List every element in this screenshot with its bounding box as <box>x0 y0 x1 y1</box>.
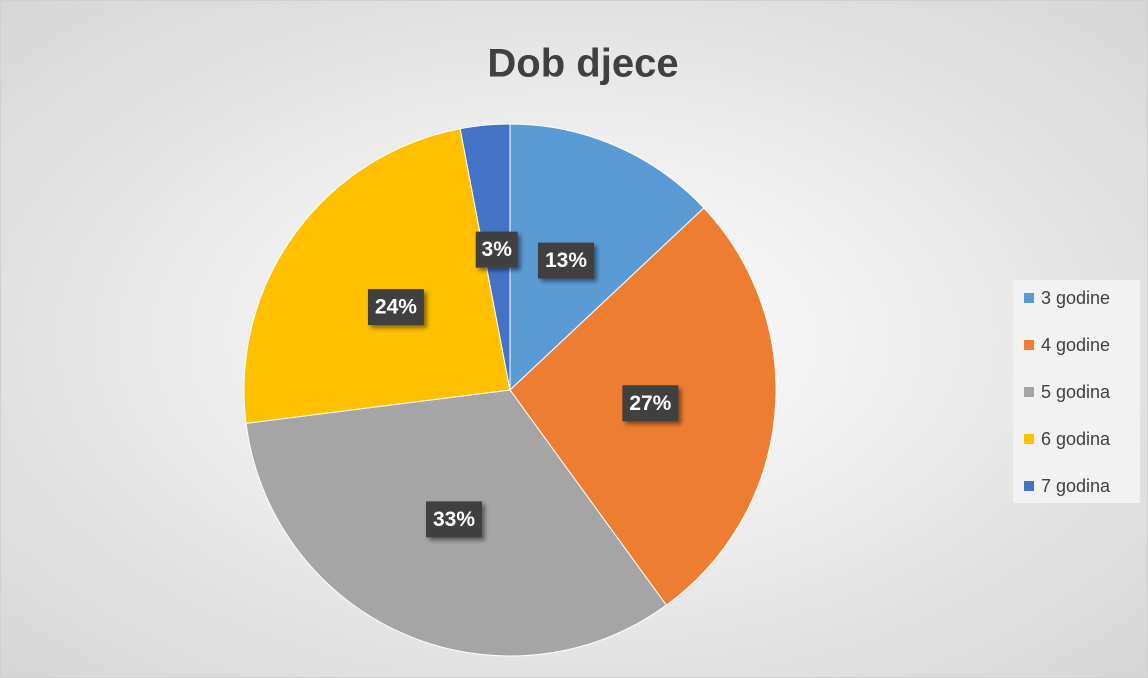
legend-box <box>1013 280 1140 503</box>
legend-swatch <box>1024 481 1034 491</box>
data-label: 13% <box>545 249 587 272</box>
data-label: 24% <box>375 296 417 319</box>
pie-slice <box>509 123 705 392</box>
legend-swatch <box>1024 293 1034 303</box>
legend-swatch <box>1024 340 1034 350</box>
legend-label: 5 godina <box>1041 382 1111 402</box>
data-label-box <box>475 231 518 268</box>
data-label-box <box>622 385 679 422</box>
data-label: 3% <box>482 238 513 261</box>
legend-label: 6 godina <box>1041 429 1111 449</box>
legend-swatch <box>1024 387 1034 397</box>
data-label-box <box>537 242 594 279</box>
legend-label: 4 godine <box>1041 335 1110 355</box>
data-label-box <box>367 289 424 326</box>
data-label: 33% <box>433 508 475 531</box>
data-label: 27% <box>629 392 671 415</box>
legend-swatch <box>1024 434 1034 444</box>
data-label-box <box>426 501 483 538</box>
pie-slice <box>243 128 511 424</box>
legend-label: 7 godina <box>1041 476 1111 496</box>
legend-label: 3 godine <box>1041 288 1110 308</box>
chart-title: Dob djece <box>487 42 678 86</box>
